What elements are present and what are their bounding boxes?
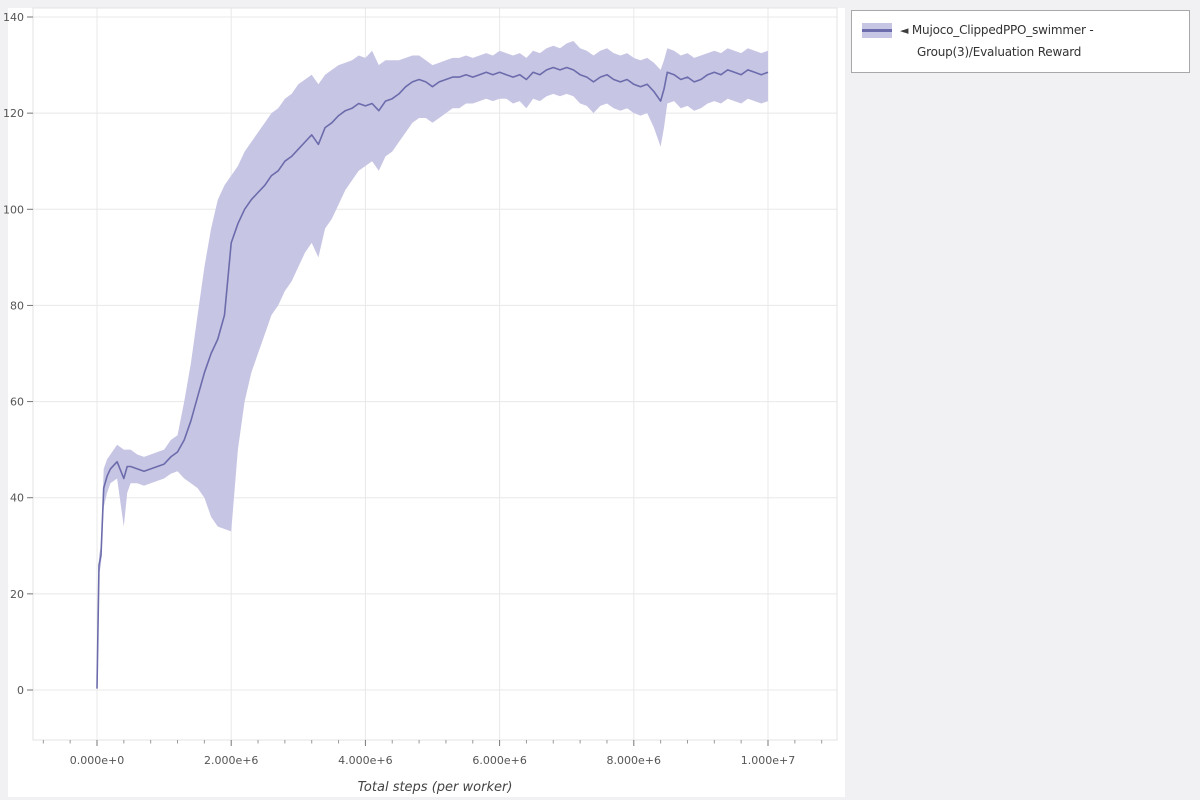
y-tick-label: 0	[17, 684, 24, 697]
legend-series-label: Mujoco_ClippedPPO_swimmer - Group(3)/Eva…	[911, 23, 1094, 59]
plot-frame	[32, 7, 838, 741]
legend-collapse-icon[interactable]: ◄	[900, 24, 909, 37]
legend-band-swatch	[862, 23, 892, 38]
y-tick-label: 100	[3, 203, 24, 216]
mean-line	[96, 66, 769, 689]
x-tick-label: 4.000e+6	[338, 754, 392, 767]
y-tick-label: 140	[3, 11, 24, 24]
confidence-band	[97, 41, 768, 689]
plot-canvas	[8, 8, 845, 797]
y-tick-label: 20	[10, 588, 24, 601]
x-tick-label: 2.000e+6	[204, 754, 258, 767]
legend-entry: ◄ Mujoco_ClippedPPO_swimmer - Group(3)/E…	[900, 20, 1181, 63]
legend-line-swatch	[862, 29, 892, 32]
x-tick-label: 8.000e+6	[607, 754, 661, 767]
x-tick-label: 1.000e+7	[741, 754, 795, 767]
y-tick-label: 40	[10, 492, 24, 505]
x-tick-label: 0.000e+0	[70, 754, 124, 767]
legend-box[interactable]: ◄ Mujoco_ClippedPPO_swimmer - Group(3)/E…	[851, 10, 1190, 74]
y-tick-label: 120	[3, 107, 24, 120]
x-tick-label: 6.000e+6	[472, 754, 526, 767]
y-tick-label: 80	[10, 299, 24, 312]
data-layer	[96, 41, 769, 689]
x-axis-title: Total steps (per worker)	[357, 780, 513, 795]
y-tick-label: 60	[10, 396, 24, 409]
